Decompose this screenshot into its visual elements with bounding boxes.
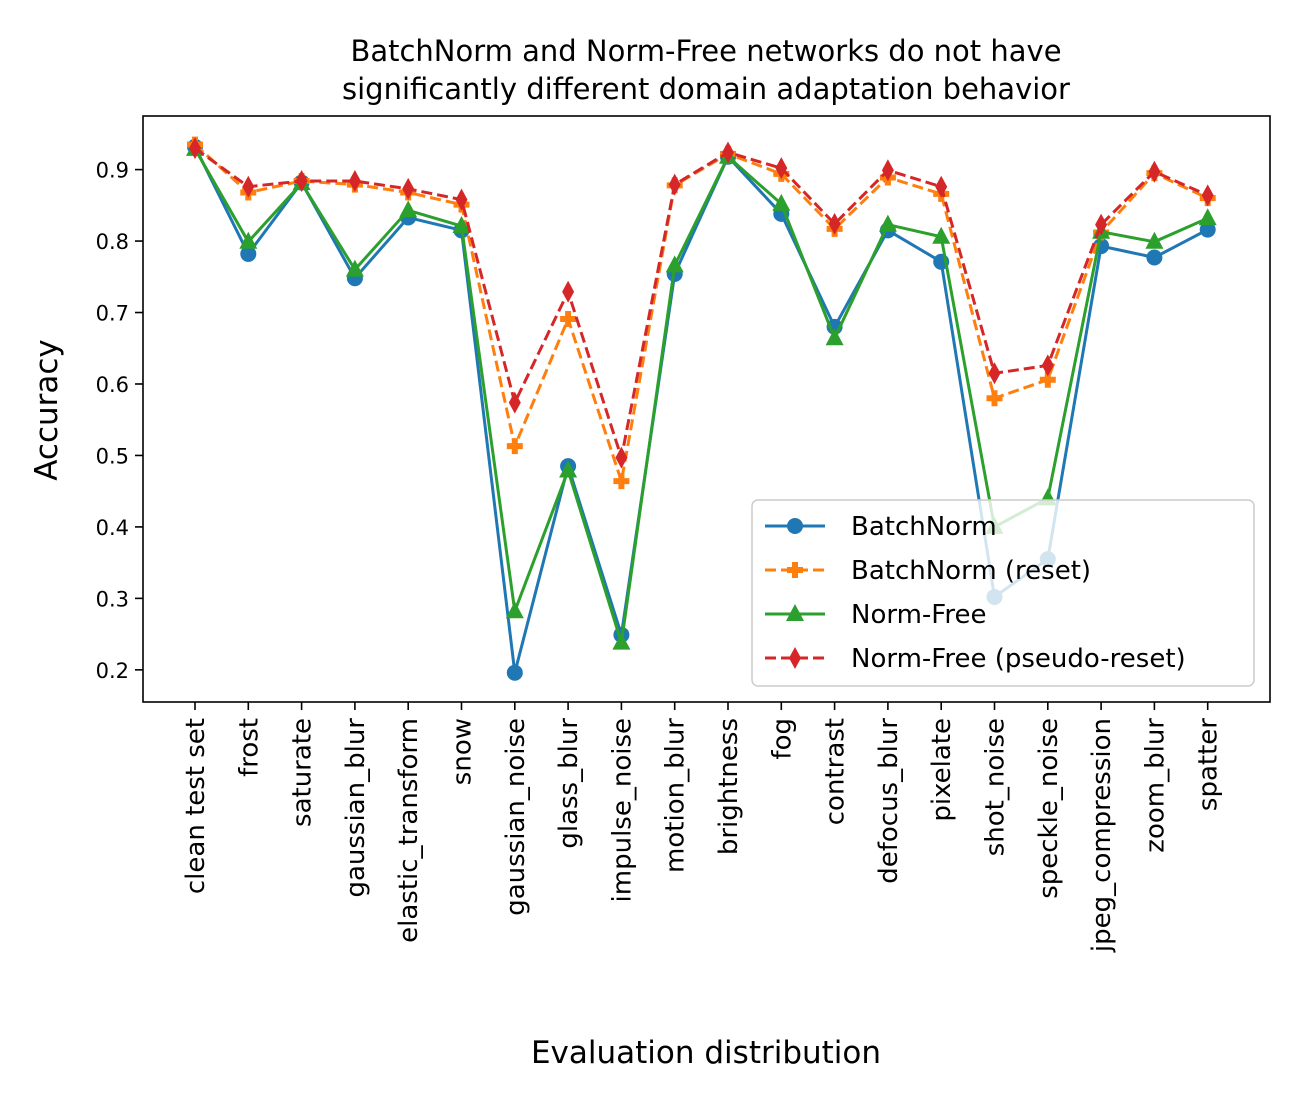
series-3-point bbox=[505, 601, 524, 619]
series-4-point bbox=[1201, 184, 1214, 207]
x-tick-label: pixelate bbox=[927, 718, 957, 822]
x-tick-label: brightness bbox=[714, 718, 744, 855]
legend-label: BatchNorm (reset) bbox=[851, 556, 1091, 586]
series-4-point bbox=[988, 362, 1001, 385]
y-tick-label: 0.3 bbox=[96, 587, 129, 611]
series-3-point bbox=[878, 214, 897, 232]
x-tick-label: snow bbox=[448, 718, 478, 785]
chart-title-line-2: significantly different domain adaptatio… bbox=[342, 72, 1070, 106]
x-tick-label: impulse_noise bbox=[607, 718, 637, 902]
series-4-point bbox=[402, 177, 415, 200]
legend-swatch-marker bbox=[789, 647, 801, 669]
series-3-point bbox=[932, 226, 951, 244]
legend-swatch-marker bbox=[787, 562, 803, 578]
series-1-point bbox=[240, 245, 257, 262]
x-tick-label: spatter bbox=[1194, 718, 1224, 811]
series-2-point bbox=[506, 438, 523, 455]
x-tick-label: speckle_noise bbox=[1034, 718, 1064, 899]
axes-frame bbox=[142, 115, 1271, 703]
y-tick-label: 0.6 bbox=[96, 373, 129, 397]
y-tick-label: 0.8 bbox=[96, 230, 129, 254]
series-3-point bbox=[612, 632, 631, 650]
x-tick-label: shot_noise bbox=[981, 718, 1011, 856]
x-tick-label: elastic_transform bbox=[394, 718, 424, 943]
series-4-point bbox=[508, 391, 521, 414]
series-4-point bbox=[348, 170, 361, 193]
x-tick-label: defocus_blur bbox=[874, 718, 904, 884]
y-axis-label: Accuracy bbox=[29, 339, 65, 481]
series-4 bbox=[189, 137, 1214, 469]
series-4-point bbox=[881, 159, 894, 182]
x-tick-label: zoom_blur bbox=[1140, 718, 1170, 853]
axes: 0.2 0.3 0.4 0.5 0.6 0.7 0.8 0.9 clean test set fr… bbox=[96, 115, 1271, 953]
chart-title-line-1: BatchNorm and Norm-Free networks do not … bbox=[350, 34, 1061, 68]
series-3-point bbox=[772, 193, 791, 211]
legend: BatchNorm BatchNorm (reset) Norm-Free Norm-… bbox=[751, 499, 1255, 687]
series-4-point bbox=[935, 175, 948, 198]
legend-label: Norm-Free (pseudo-reset) bbox=[851, 644, 1186, 674]
legend-swatch-marker bbox=[787, 518, 803, 534]
series-4-point bbox=[1148, 160, 1161, 183]
series-3-point bbox=[559, 460, 578, 478]
series-4-point bbox=[615, 446, 628, 469]
x-tick-label: contrast bbox=[821, 718, 851, 825]
series-4-point bbox=[242, 175, 255, 198]
series-1-point bbox=[506, 664, 523, 681]
series-4-point bbox=[722, 141, 734, 164]
plot-area bbox=[186, 136, 1217, 681]
series-4-line bbox=[194, 146, 1209, 459]
y-tick-label: 0.9 bbox=[96, 159, 129, 183]
x-tick-label: gaussian_noise bbox=[501, 718, 531, 916]
series-3-point bbox=[239, 231, 258, 249]
series-4-point bbox=[189, 137, 201, 160]
y-tick-label: 0.5 bbox=[96, 444, 129, 468]
series-4-point bbox=[1095, 213, 1108, 236]
x-tick-label: fog bbox=[767, 718, 797, 760]
x-tick-label: motion_blur bbox=[661, 718, 691, 873]
y-tick-label: 0.2 bbox=[96, 659, 129, 683]
x-axis-label: Evaluation distribution bbox=[531, 1035, 881, 1071]
series-4-point bbox=[668, 173, 681, 196]
series-4-point bbox=[455, 188, 468, 211]
x-tick-label: jpeg_compression bbox=[1087, 718, 1117, 953]
series-1-point bbox=[1199, 221, 1216, 238]
series-3-point bbox=[452, 216, 471, 234]
series-2-point bbox=[1039, 371, 1056, 388]
series-4-point bbox=[1041, 354, 1054, 377]
legend-label: BatchNorm bbox=[851, 512, 997, 542]
series-2-point bbox=[613, 473, 630, 490]
series-2-point bbox=[986, 390, 1003, 407]
y-tick-label: 0.7 bbox=[96, 302, 129, 326]
series-3-point bbox=[1198, 208, 1217, 226]
x-tick-label: frost bbox=[234, 718, 264, 777]
series-4-point bbox=[295, 170, 308, 193]
x-tick-label: saturate bbox=[288, 718, 318, 827]
series-3-point bbox=[1145, 231, 1164, 249]
series-3-point bbox=[345, 259, 364, 277]
x-tick-label: glass_blur bbox=[554, 718, 584, 849]
series-4-point bbox=[775, 157, 788, 180]
legend-swatch-marker bbox=[786, 604, 804, 621]
series-1-point bbox=[1146, 249, 1163, 266]
series-2-point bbox=[560, 310, 577, 327]
x-tick-label: gaussian_blur bbox=[341, 718, 371, 898]
series-4-point bbox=[562, 280, 575, 303]
y-tick-label: 0.4 bbox=[96, 516, 129, 540]
series-3-point bbox=[399, 200, 418, 218]
x-tick-label: clean test set bbox=[181, 718, 211, 894]
series-4-point bbox=[828, 212, 841, 235]
series-3-point bbox=[665, 255, 684, 273]
legend-box bbox=[751, 499, 1255, 687]
legend-label: Norm-Free bbox=[851, 600, 986, 630]
series-3-point bbox=[825, 328, 844, 346]
